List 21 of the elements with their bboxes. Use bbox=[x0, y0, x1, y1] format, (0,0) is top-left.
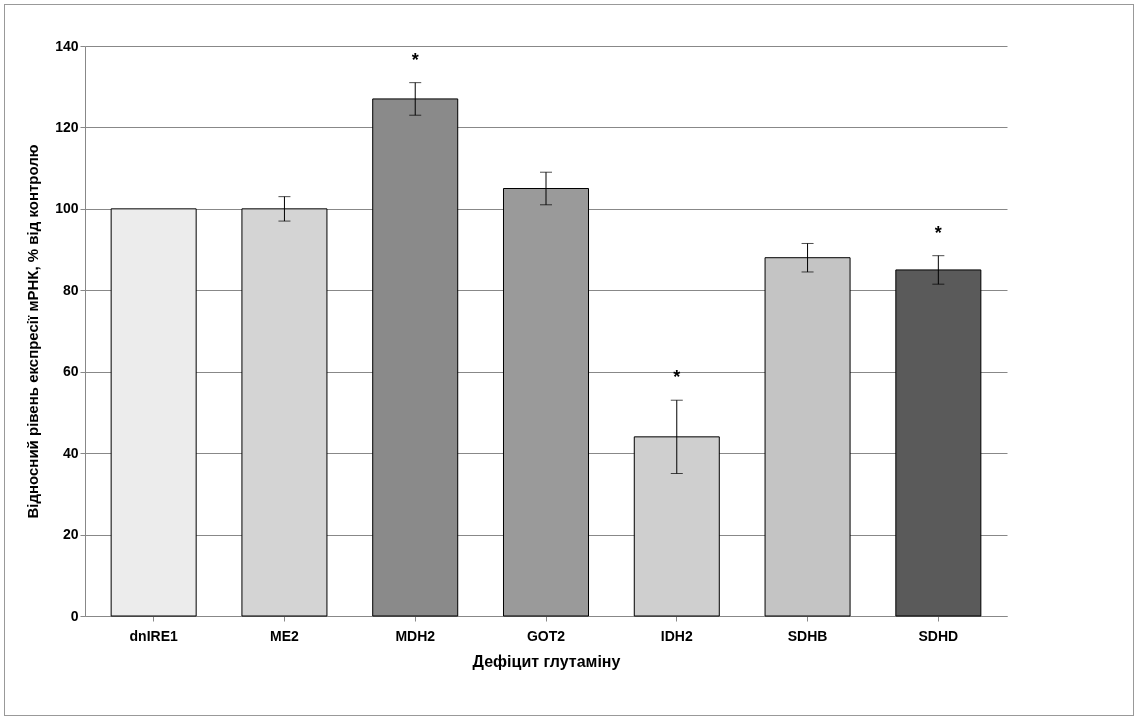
y-tick-label: 60 bbox=[62, 363, 79, 380]
annotation: * bbox=[411, 49, 419, 70]
y-tick-label: 140 bbox=[55, 37, 79, 54]
bar bbox=[110, 208, 197, 617]
y-tick-label: 80 bbox=[62, 281, 79, 298]
x-tick-label: IDH2 bbox=[660, 627, 693, 644]
x-axis-title: Дефіцит глутаміну bbox=[472, 652, 621, 670]
y-axis-title: Відносний рівень експресії мРНК, % від контролю bbox=[24, 144, 42, 519]
x-tick-label: SDHD bbox=[918, 627, 959, 644]
annotation: * bbox=[673, 367, 681, 388]
y-tick-label: 40 bbox=[62, 444, 79, 461]
y-tick-label: 20 bbox=[62, 526, 79, 543]
y-tick-label: 120 bbox=[55, 118, 79, 135]
x-tick-label: dnIRE1 bbox=[129, 627, 178, 644]
y-tick-label: 0 bbox=[70, 607, 79, 624]
annotation: * bbox=[934, 222, 942, 243]
x-tick-label: SDHB bbox=[787, 627, 828, 644]
y-tick-label: 100 bbox=[55, 200, 79, 217]
x-tick-label: ME2 bbox=[270, 627, 300, 644]
x-tick-label: GOT2 bbox=[526, 627, 566, 644]
x-tick-label: MDH2 bbox=[395, 627, 436, 644]
